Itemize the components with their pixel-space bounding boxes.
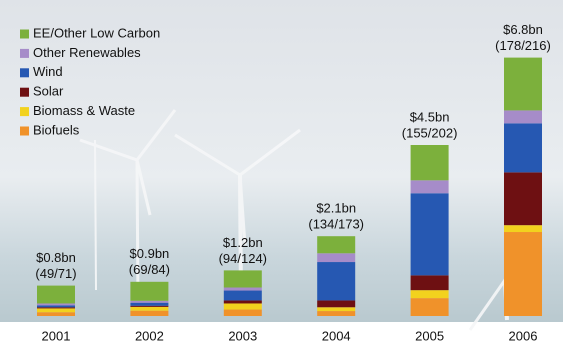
- bar-segment: [317, 311, 356, 316]
- bar-segment: [37, 285, 75, 304]
- deal-label: (178/216): [495, 38, 551, 53]
- bar-segment: [130, 281, 169, 301]
- bar-segment: [317, 236, 356, 254]
- legend-label: Biomass & Waste: [33, 103, 135, 118]
- bar-segment: [130, 300, 169, 303]
- x-tick-label: 2001: [42, 328, 71, 343]
- bar-segment: [504, 57, 542, 111]
- bar-segment: [504, 110, 542, 124]
- bar-segment: [223, 287, 262, 291]
- bar-segment: [410, 275, 449, 291]
- deal-label: (134/173): [308, 217, 364, 232]
- bar-segment: [410, 290, 449, 299]
- legend-label: Solar: [33, 84, 64, 99]
- total-label: $2.1bn: [316, 201, 356, 216]
- bar-segment: [37, 303, 75, 306]
- bar-segment: [317, 300, 356, 308]
- bar-segment: [223, 300, 262, 304]
- bar-segment: [223, 270, 262, 288]
- bar-segment: [37, 305, 75, 308]
- legend-swatch: [20, 68, 29, 78]
- background: [0, 0, 563, 322]
- legend-swatch: [20, 48, 29, 58]
- legend-swatch: [20, 29, 29, 39]
- bar-segment: [317, 307, 356, 312]
- bar-segment: [130, 302, 169, 306]
- total-label: $4.5bn: [410, 109, 450, 124]
- legend-label: EE/Other Low Carbon: [33, 25, 160, 40]
- bar-segment: [130, 310, 169, 316]
- bar-segment: [504, 232, 542, 316]
- legend: Biofuels Biomass & Waste Solar Wind Other Re…: [20, 25, 160, 137]
- total-label: $6.8bn: [503, 22, 543, 37]
- bar-segment: [410, 145, 449, 181]
- bar-segment: [130, 306, 169, 311]
- bar-segment: [37, 312, 75, 316]
- deal-label: (94/124): [219, 251, 267, 266]
- total-label: $1.2bn: [223, 235, 263, 250]
- legend-label: Other Renewables: [33, 45, 141, 60]
- bar-segment: [410, 180, 449, 194]
- bar-segment: [37, 307, 75, 309]
- legend-swatch: [20, 107, 29, 117]
- total-label: $0.8bn: [36, 250, 76, 265]
- deal-label: (69/84): [129, 262, 170, 277]
- bar-segment: [504, 123, 542, 173]
- bar-segment: [504, 225, 542, 233]
- legend-label: Wind: [33, 64, 63, 79]
- legend-swatch: [20, 87, 29, 97]
- total-label: $0.9bn: [130, 246, 170, 261]
- bar-segment: [410, 298, 449, 316]
- x-tick-label: 2005: [415, 328, 444, 343]
- x-tick-label: 2003: [228, 328, 257, 343]
- legend-swatch: [20, 126, 29, 136]
- bar-segment: [223, 303, 262, 310]
- bar-segment: [504, 172, 542, 226]
- x-tick-label: 2006: [509, 328, 538, 343]
- deal-label: (155/202): [402, 125, 458, 140]
- bar-segment: [410, 193, 449, 276]
- x-tick-label: 2004: [322, 328, 351, 343]
- bar-segment: [317, 253, 356, 263]
- bar-segment: [130, 305, 169, 307]
- bar-segment: [37, 308, 75, 313]
- bar-segment: [223, 309, 262, 316]
- x-tick-label: 2002: [135, 328, 164, 343]
- deal-label: (49/71): [35, 266, 76, 281]
- legend-label: Biofuels: [33, 122, 80, 137]
- bar-segment: [317, 262, 356, 301]
- bar-segment: [223, 290, 262, 301]
